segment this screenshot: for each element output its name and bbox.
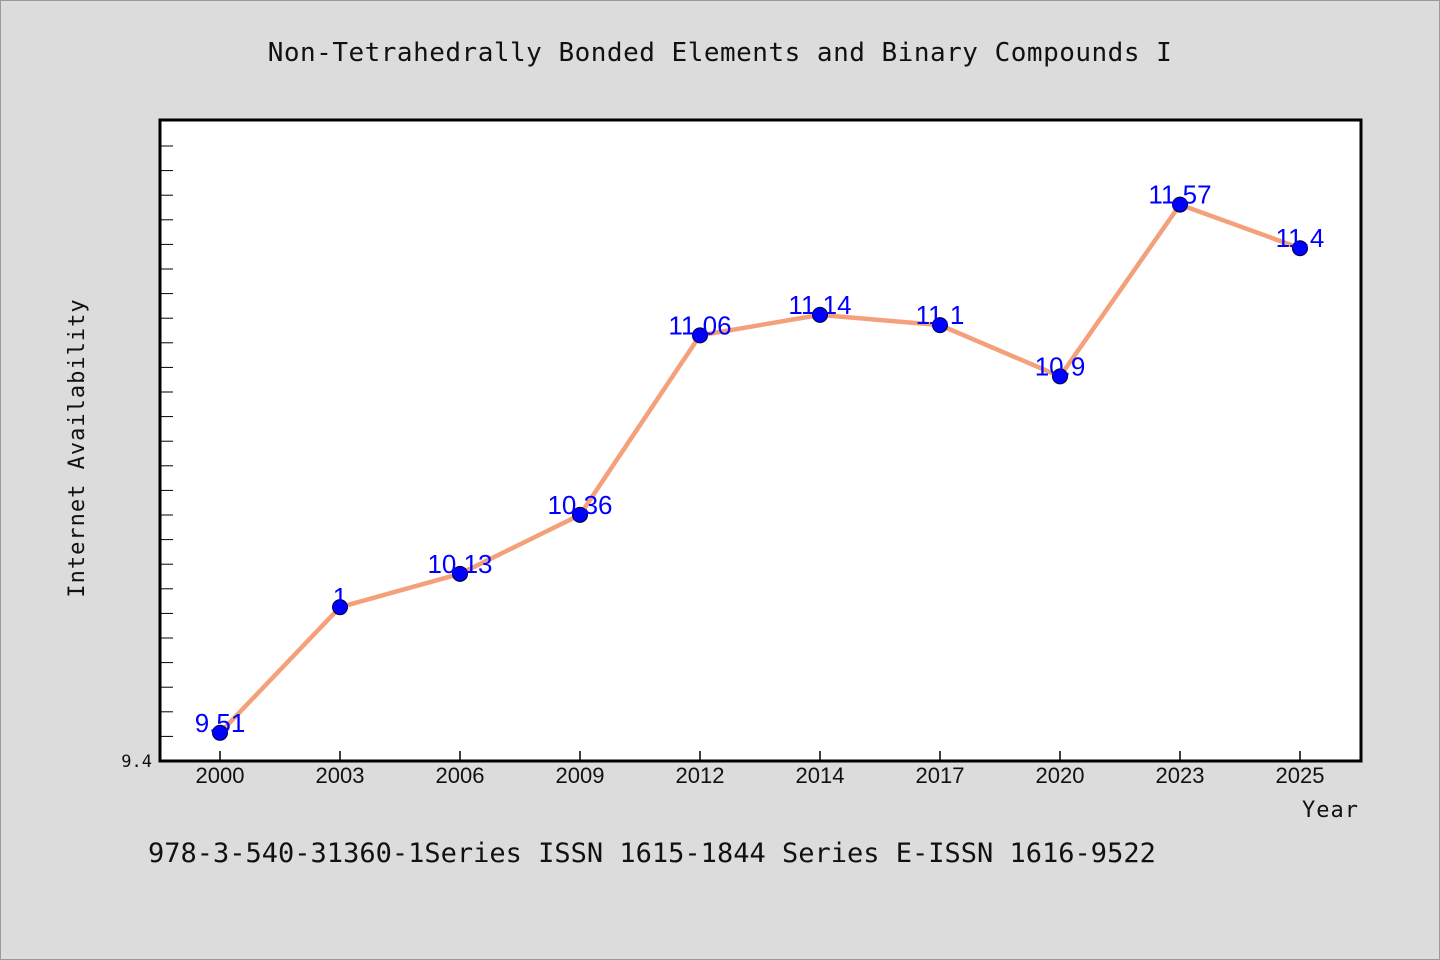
series-line [217, 202, 1303, 736]
data-point [692, 327, 708, 344]
data-point [212, 724, 228, 741]
x-ticks [219, 751, 1301, 761]
x-tick-label: 2023 [1156, 763, 1205, 788]
data-label: 11.4 [1276, 223, 1325, 253]
data-label: 11.1 [916, 300, 965, 330]
footer-isbn: 978-3-540-31360-1Series ISSN 1615-1844 S… [148, 838, 1156, 869]
data-markers [212, 196, 1308, 741]
x-tick-label: 2025 [1276, 763, 1325, 788]
y-tick-labels: 9.4 [121, 752, 152, 772]
y-minor-ticks [160, 145, 173, 737]
x-tick-labels: 2000 2003 2006 2009 2012 2014 2017 2020 2023 2025 [196, 763, 1325, 788]
plot-area [158, 118, 1363, 763]
data-point [812, 306, 828, 323]
x-tick-label: 2000 [196, 763, 245, 788]
data-label: 10.36 [547, 490, 612, 520]
data-label: 11.14 [788, 290, 851, 320]
data-point [572, 506, 588, 523]
x-tick-label: 2009 [556, 763, 605, 788]
x-tick-label: 2003 [316, 763, 365, 788]
x-tick-label: 2014 [796, 763, 845, 788]
data-label: 9.51 [195, 708, 246, 738]
x-tick-label: 2012 [676, 763, 725, 788]
data-label: 10.13 [427, 549, 492, 579]
data-point [932, 317, 948, 334]
y-axis-label: Internet Availability [65, 298, 90, 597]
x-tick-label: 2006 [436, 763, 485, 788]
data-label: 11.57 [1148, 180, 1211, 210]
y-tick-label: 9.4 [121, 752, 152, 772]
chart-title: Non-Tetrahedrally Bonded Elements and Bi… [268, 38, 1173, 68]
data-point [452, 565, 468, 582]
data-point [1052, 368, 1068, 385]
data-label: 10.9 [1035, 351, 1086, 381]
x-tick-label: 2017 [916, 763, 965, 788]
x-tick-label: 2020 [1036, 763, 1085, 788]
data-point [332, 599, 348, 616]
data-labels: 9.51 1 10.13 10.36 11.06 11.14 11.1 10.9 11.57 11… [195, 180, 1325, 738]
data-label: 1 [333, 582, 347, 612]
data-label: 11.06 [668, 310, 731, 340]
x-axis-label: Year [1302, 798, 1359, 823]
data-point [1172, 196, 1188, 213]
data-point [1292, 240, 1308, 257]
